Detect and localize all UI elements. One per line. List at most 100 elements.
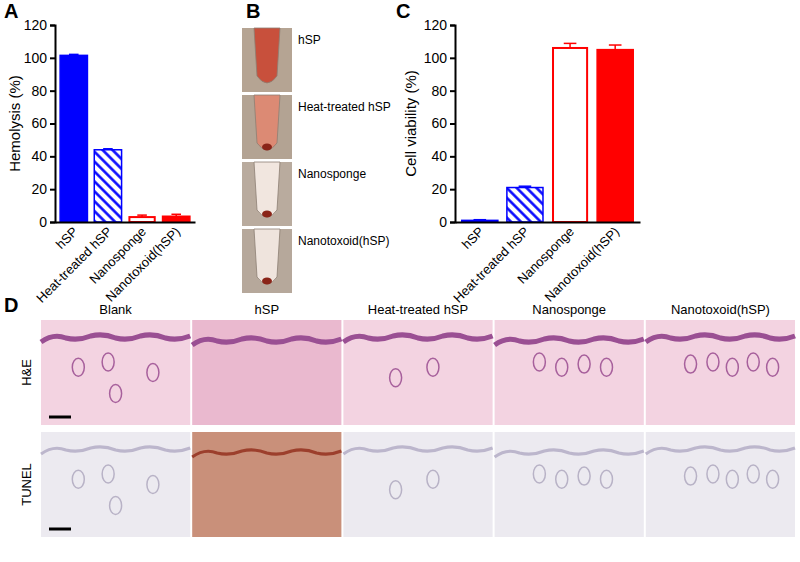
x-tick: Heat-treated hSP [450,224,532,306]
column-label: hSP [255,302,280,317]
error-bar [103,148,113,150]
y-tick-mark [50,156,55,158]
y-tick: 20 [31,181,55,197]
column-label: Blank [99,302,132,317]
follicle [110,385,122,403]
photo-panel: BhSPHeat-treated hSPNanospongeNanotoxoid… [242,0,391,293]
follicle [390,481,402,499]
y-tick-label: 80 [31,83,47,99]
tube-photo [242,95,292,159]
follicle [767,358,779,376]
photo-background [242,28,292,92]
y-tick-mark [450,123,455,125]
y-tick-mark [450,57,455,59]
row-label: TUNEL [19,463,34,506]
micrograph [343,320,492,425]
x-axis-line [456,222,641,224]
photo-background [242,95,292,159]
scale-bar [49,528,71,531]
y-tick-label: 20 [431,181,447,197]
tube [254,162,280,217]
epidermis [495,338,644,345]
epidermis [646,447,795,454]
micrograph-background [343,432,492,537]
y-tick-mark [450,156,455,158]
follicle [147,364,159,382]
photo-background [242,162,292,226]
bar [94,150,121,222]
y-tick: 40 [31,148,55,164]
figure-canvas: 020406080100120hSPHeat-treated hSPNanosp… [0,0,800,562]
error-bar-cap [137,214,147,216]
epidermis [646,335,795,342]
y-tick-mark [450,222,455,224]
epidermis [343,335,492,342]
micrograph-background [646,432,795,537]
follicle [72,470,84,488]
y-tick-label: 60 [431,115,447,131]
follicle [556,470,568,488]
panel-label: A [4,0,18,22]
y-tick-mark [50,90,55,92]
bar [597,50,633,222]
bar [60,55,87,222]
plot-marks [462,43,633,222]
column-label: Nanotoxoid(hSP) [671,302,770,317]
error-bar-cap [609,44,622,46]
column-label: Nanosponge [532,302,606,317]
y-tick: 120 [424,17,455,33]
follicle [390,369,402,387]
y-tick-label: 0 [39,214,47,230]
bar [553,48,587,222]
micrograph [343,432,492,537]
y-tick: 60 [431,115,455,131]
y-axis: 020406080100120 [424,17,456,230]
micrograph [41,320,190,425]
tube-label: Heat-treated hSP [298,100,391,114]
bar-chart-panel: 0 20 40 60 80 100 120 hSPHeat-treated hSPNanosp… [4,0,196,306]
x-axis-line [56,222,196,224]
error-bar-cap [564,43,577,45]
x-axis: hSPHeat-treated hSPNanospongeNanotoxoid(… [33,223,195,306]
tube [254,95,280,150]
error-bar [519,186,532,187]
follicle [601,358,613,376]
micrograph-background [192,320,341,425]
y-tick: 100 [424,50,455,66]
histology-panel: DBlankhSPHeat-treated hSPNanospongeNanot… [4,294,795,537]
error-bar [137,215,147,217]
follicle [685,355,697,373]
y-tick-label: 60 [31,115,47,131]
tube [254,229,280,284]
follicle [707,353,719,371]
panel-label: C [396,0,410,22]
y-tick: 80 [431,83,455,99]
x-tick: hSP [459,224,487,252]
follicle [102,465,114,483]
column-label: Heat-treated hSP [368,302,468,317]
y-tick: 20 [431,181,455,197]
micrograph-background [495,432,644,537]
follicle [707,465,719,483]
plot-marks [60,54,190,222]
bar [163,216,190,222]
follicle [767,470,779,488]
follicle [72,358,84,376]
tube-photo [242,28,292,92]
row-label: H&E [19,359,34,386]
follicle [427,358,439,376]
micrograph [495,320,644,425]
pellet [262,211,272,218]
follicle [556,358,568,376]
error-bar [609,45,622,50]
tube-label: Nanotoxoid(hSP) [298,234,389,248]
x-tick-label: hSP [53,224,81,252]
follicle [726,470,738,488]
y-tick: 100 [24,50,55,66]
y-tick: 120 [24,17,55,33]
micrograph [495,432,644,537]
error-bar-cap [69,54,79,56]
x-tick-label: Heat-treated hSP [450,224,532,306]
follicle [147,476,159,494]
micrograph [646,320,795,425]
